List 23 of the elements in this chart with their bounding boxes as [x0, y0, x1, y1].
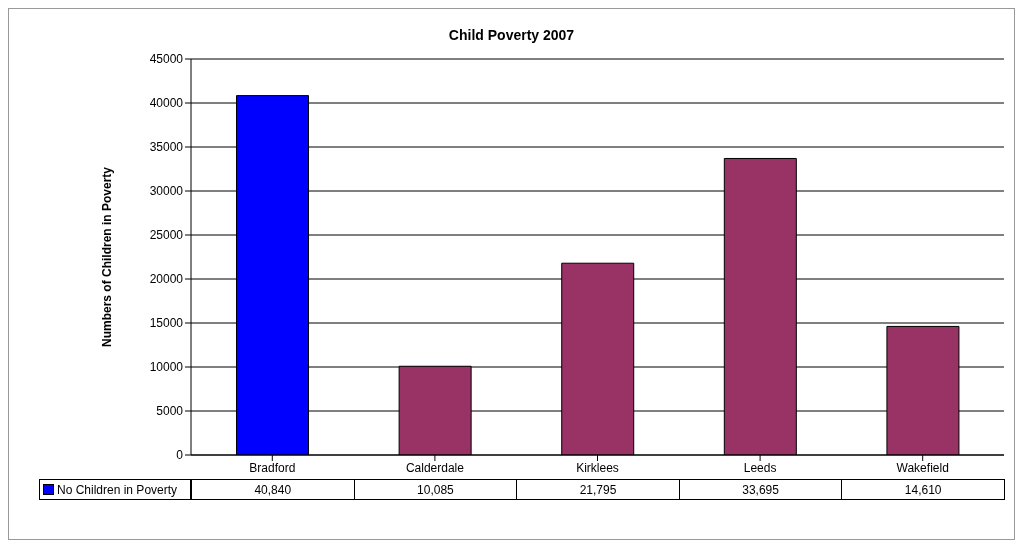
y-tick-label: 10000: [149, 360, 184, 375]
y-tick-label: 45000: [149, 52, 184, 67]
x-tick-label: Wakefield: [896, 460, 949, 475]
y-tick-label: 15000: [149, 316, 184, 331]
data-label: 10,085: [353, 479, 518, 500]
data-label: 14,610: [841, 479, 1005, 500]
y-tick-label: 35000: [149, 140, 184, 155]
y-tick-label: 40000: [149, 96, 184, 111]
data-label: 21,795: [516, 479, 680, 500]
y-axis-title: Numbers of Children in Poverty: [100, 166, 115, 348]
y-tick-label: 0: [176, 448, 184, 463]
data-label: 33,695: [678, 479, 843, 500]
x-tick-label: Calderdale: [405, 460, 465, 475]
data-label: 40,840: [191, 479, 355, 500]
y-tick-label: 30000: [149, 184, 184, 199]
legend-label: No Children in Poverty: [39, 479, 191, 500]
x-tick-label: Kirklees: [576, 460, 619, 475]
x-tick-label: Bradford: [249, 460, 296, 475]
chart-title: Child Poverty 2007: [447, 27, 576, 43]
x-tick-label: Leeds: [743, 460, 777, 475]
y-tick-label: 25000: [149, 228, 184, 243]
y-tick-label: 5000: [156, 404, 184, 419]
y-tick-label: 20000: [149, 272, 184, 287]
